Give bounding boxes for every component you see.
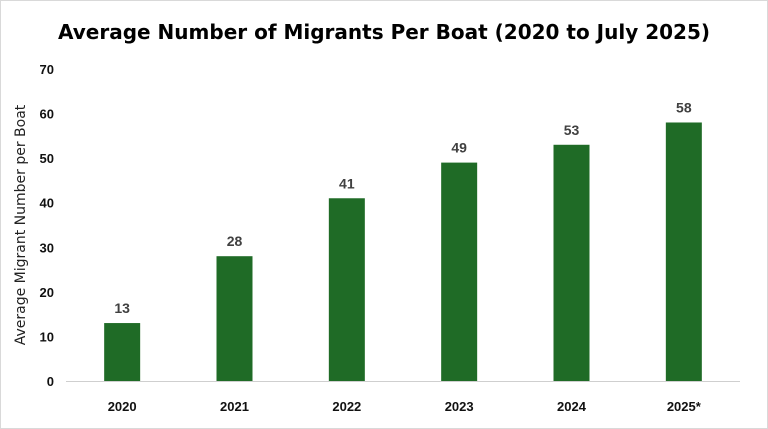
y-tick-label: 20 [40,285,54,300]
bar-2023 [441,162,478,381]
data-label: 41 [339,175,355,191]
data-label: 13 [114,300,130,316]
y-tick-label: 60 [40,107,54,122]
chart-title: Average Number of Migrants Per Boat (202… [57,20,711,44]
bar-2025 [665,122,702,381]
x-tick-label: 2023 [445,399,474,414]
x-tick-label: 2021 [220,399,249,414]
x-tick-label: 2025* [667,399,702,414]
data-labels: 13 28 41 49 53 58 [114,99,691,316]
data-label: 49 [451,140,467,156]
bar-2021 [216,256,253,381]
y-tick-label: 30 [40,240,54,255]
y-tick-label: 10 [40,329,54,344]
data-label: 58 [676,99,692,115]
bar-2024 [553,144,590,381]
bar-2022 [328,198,365,381]
x-axis-ticks: 2020 2021 2022 2023 2024 2025* [108,399,702,414]
y-axis-ticks: 0 10 20 30 40 50 60 70 [40,62,54,389]
data-label: 28 [227,233,243,249]
y-axis-label: Average Migrant Number per Boat [13,104,29,345]
bar-2020 [104,323,141,381]
x-tick-label: 2024 [557,399,587,414]
x-tick-label: 2022 [332,399,361,414]
bars [104,122,702,381]
data-label: 53 [564,122,580,138]
y-tick-label: 70 [40,62,54,77]
y-tick-label: 50 [40,151,54,166]
y-tick-label: 40 [40,196,54,211]
x-tick-label: 2020 [108,399,137,414]
y-tick-label: 0 [47,374,54,389]
